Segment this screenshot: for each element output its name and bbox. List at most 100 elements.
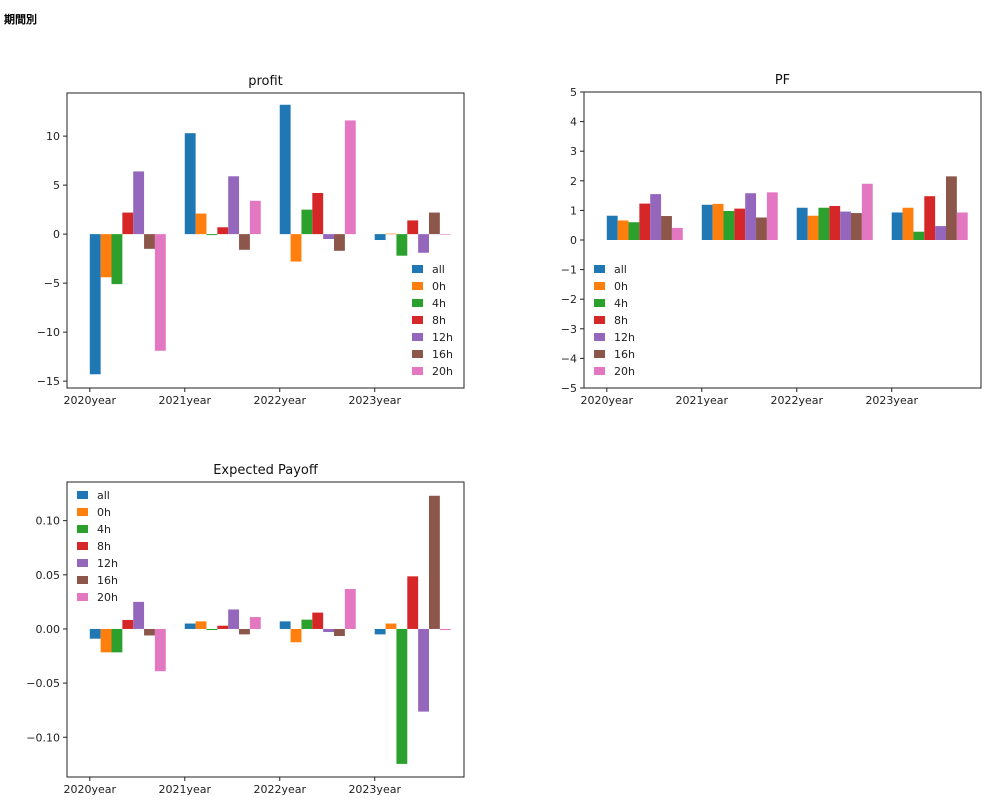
bar-0h-2023year bbox=[385, 233, 397, 235]
x-tick-label: 2022year bbox=[253, 394, 306, 407]
bar-20h-2022year bbox=[344, 120, 356, 235]
legend-label-16h: 16h bbox=[97, 574, 118, 587]
bar-12h-2023year bbox=[935, 226, 946, 240]
bar-16h-2021year bbox=[239, 234, 250, 250]
bar-16h-2022year bbox=[851, 213, 862, 240]
y-tick-label: 0 bbox=[53, 228, 60, 241]
bar-4h-2023year bbox=[913, 231, 925, 240]
legend-label-all: all bbox=[614, 263, 627, 276]
bar-12h-2020year bbox=[650, 194, 662, 240]
y-tick-label: 0.05 bbox=[36, 569, 61, 582]
x-tick-label: 2020year bbox=[64, 783, 117, 796]
bar-0h-2020year bbox=[617, 220, 629, 240]
y-tick-label: 0 bbox=[570, 234, 577, 247]
bar-8h-2020year bbox=[639, 203, 651, 240]
bar-all-2023year bbox=[374, 234, 386, 241]
bar-12h-2021year bbox=[745, 193, 757, 240]
bar-16h-2020year bbox=[661, 216, 672, 240]
legend-label-20h: 20h bbox=[432, 365, 453, 378]
x-tick-label: 2021year bbox=[158, 394, 211, 407]
bar-8h-2023year bbox=[407, 576, 419, 629]
bar-20h-2020year bbox=[154, 234, 166, 351]
bar-20h-2023year bbox=[956, 212, 968, 240]
x-tick-label: 2021year bbox=[158, 783, 211, 796]
bar-4h-2020year bbox=[111, 628, 123, 653]
bar-8h-2023year bbox=[407, 220, 419, 235]
bar-8h-2021year bbox=[217, 625, 229, 629]
legend-swatch-4h bbox=[412, 299, 423, 307]
bar-20h-2020year bbox=[154, 628, 166, 672]
legend: all 0h 4h 8h 12h 16h 20h bbox=[412, 263, 453, 378]
legend-label-0h: 0h bbox=[97, 506, 111, 519]
bar-4h-2020year bbox=[628, 222, 640, 240]
bar-all-2023year bbox=[374, 628, 386, 635]
bar-12h-2020year bbox=[133, 171, 145, 235]
bar-0h-2020year bbox=[100, 628, 112, 653]
bar-4h-2022year bbox=[301, 619, 313, 629]
legend-label-8h: 8h bbox=[97, 540, 111, 553]
y-tick-label: −15 bbox=[37, 375, 60, 388]
legend-label-all: all bbox=[432, 263, 445, 276]
bar-all-2020year bbox=[89, 234, 101, 375]
bar-all-2020year bbox=[89, 628, 101, 639]
y-tick-label: 0.00 bbox=[36, 623, 61, 636]
legend-swatch-0h bbox=[77, 508, 88, 516]
legend-swatch-4h bbox=[77, 525, 88, 533]
bar-16h-2020year bbox=[144, 234, 155, 249]
y-tick-label: 2 bbox=[570, 175, 577, 188]
legend-swatch-8h bbox=[594, 316, 605, 324]
legend-swatch-4h bbox=[594, 299, 605, 307]
bar-all-2022year bbox=[279, 104, 291, 235]
bar-0h-2021year bbox=[195, 213, 207, 235]
bar-0h-2023year bbox=[902, 207, 914, 240]
bar-0h-2023year bbox=[385, 623, 397, 629]
chart-title: Expected Payoff bbox=[213, 463, 319, 478]
bar-0h-2021year bbox=[712, 203, 724, 240]
bar-8h-2020year bbox=[122, 619, 134, 629]
bar-all-2023year bbox=[891, 212, 903, 240]
legend-swatch-12h bbox=[594, 333, 605, 341]
y-tick-label: −4 bbox=[561, 352, 577, 365]
bar-0h-2020year bbox=[100, 234, 112, 278]
legend-label-8h: 8h bbox=[614, 314, 628, 327]
bar-16h-2022year bbox=[334, 234, 345, 251]
page-title: 期間別 bbox=[4, 13, 37, 26]
y-tick-label: −0.05 bbox=[26, 677, 60, 690]
bar-16h-2023year bbox=[428, 495, 440, 629]
legend-label-20h: 20h bbox=[97, 591, 118, 604]
bar-8h-2022year bbox=[829, 205, 841, 240]
chart-title: profit bbox=[248, 74, 283, 89]
bar-16h-2021year bbox=[239, 628, 250, 635]
legend-label-4h: 4h bbox=[614, 297, 628, 310]
bar-20h-2021year bbox=[766, 192, 778, 240]
x-tick-label: 2022year bbox=[770, 394, 823, 407]
y-tick-label: −5 bbox=[44, 277, 60, 290]
bar-20h-2021year bbox=[249, 617, 261, 629]
bar-12h-2023year bbox=[418, 234, 429, 253]
y-tick-label: 5 bbox=[570, 86, 577, 99]
bar-16h-2020year bbox=[144, 628, 155, 636]
bar-20h-2022year bbox=[344, 588, 356, 629]
legend-swatch-0h bbox=[412, 282, 423, 290]
y-tick-label: 5 bbox=[53, 179, 60, 192]
bar-0h-2021year bbox=[195, 621, 207, 629]
bar-all-2020year bbox=[606, 215, 618, 240]
legend-label-12h: 12h bbox=[97, 557, 118, 570]
legend-swatch-all bbox=[594, 265, 605, 273]
y-tick-label: 1 bbox=[570, 204, 577, 217]
bar-4h-2021year bbox=[723, 210, 735, 240]
bar-8h-2022year bbox=[312, 192, 324, 235]
legend-swatch-20h bbox=[77, 593, 88, 601]
bar-12h-2022year bbox=[840, 211, 852, 240]
bar-4h-2021year bbox=[206, 628, 218, 631]
legend: all 0h 4h 8h 12h 16h 20h bbox=[77, 489, 118, 604]
bar-20h-2021year bbox=[249, 200, 261, 235]
bar-12h-2023year bbox=[418, 628, 429, 712]
legend-swatch-8h bbox=[77, 542, 88, 550]
bar-12h-2021year bbox=[228, 176, 240, 235]
bar-0h-2022year bbox=[290, 234, 302, 262]
y-tick-label: −2 bbox=[561, 293, 577, 306]
bar-4h-2022year bbox=[818, 207, 830, 240]
legend-swatch-0h bbox=[594, 282, 605, 290]
